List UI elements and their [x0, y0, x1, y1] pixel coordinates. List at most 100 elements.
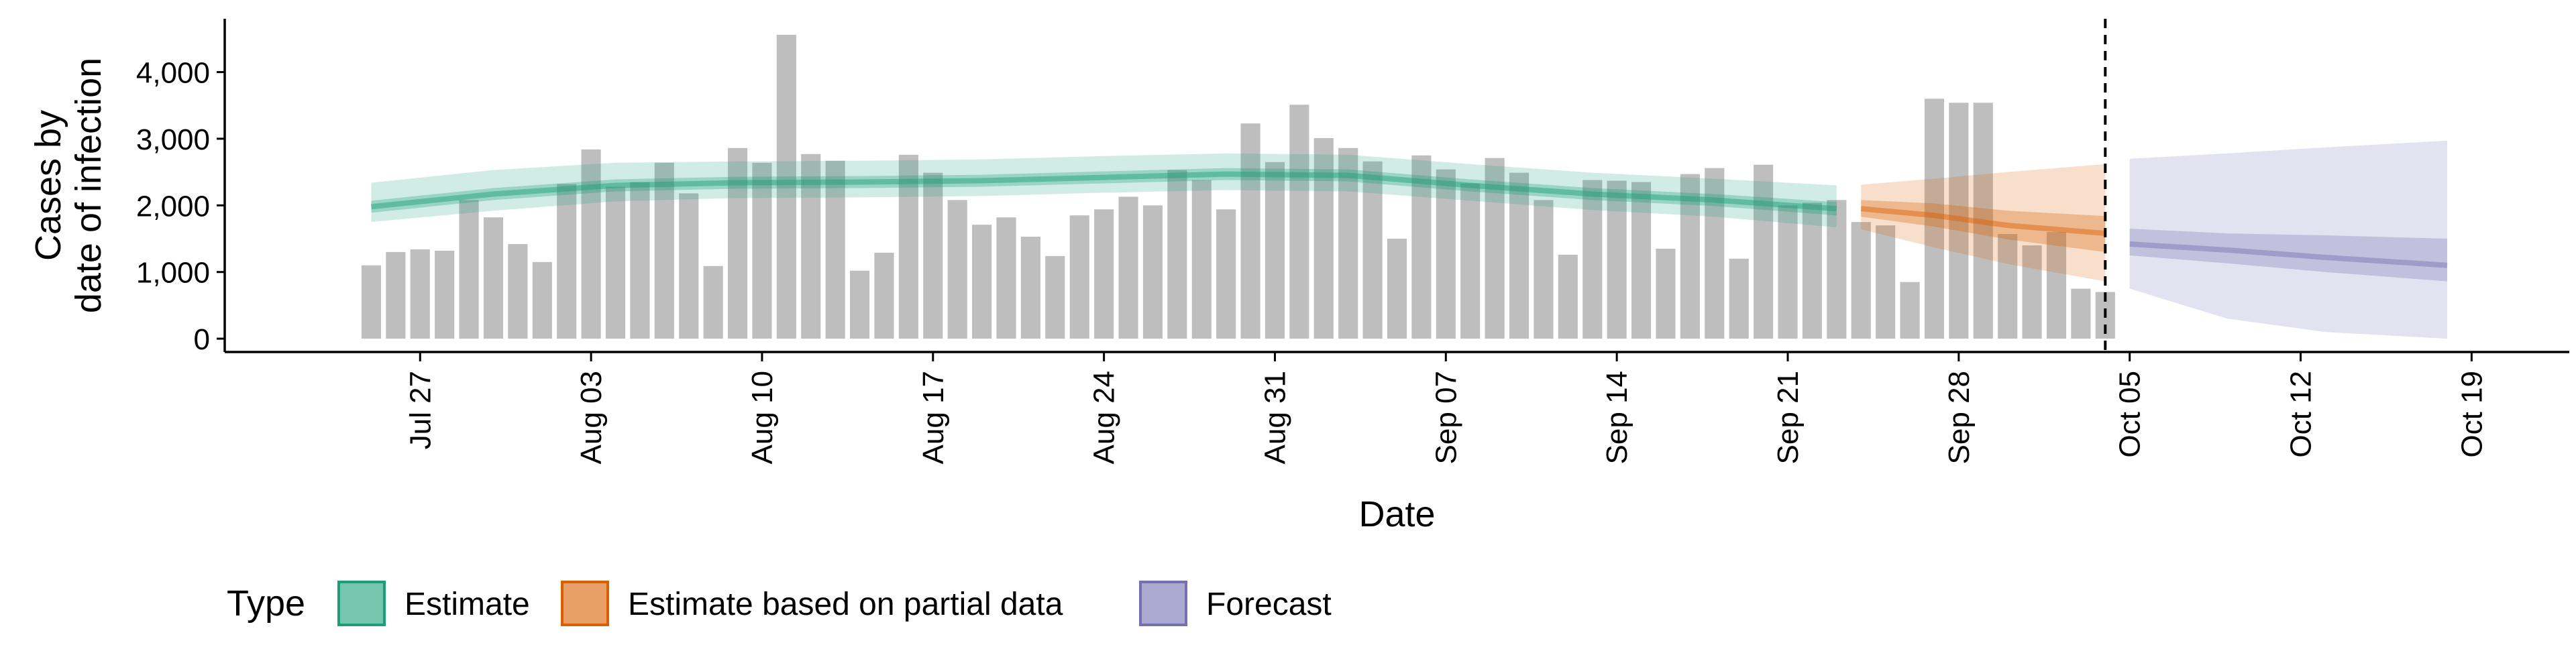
- data-bar: [2071, 288, 2091, 339]
- x-tick-label: Aug 31: [1258, 371, 1291, 464]
- data-bar: [2022, 245, 2042, 339]
- data-bar: [1094, 209, 1114, 339]
- data-bar: [1460, 183, 1481, 339]
- data-bar: [361, 265, 381, 339]
- y-tick-label: 0: [194, 323, 210, 356]
- x-tick-label: Sep 07: [1430, 371, 1462, 464]
- bars-layer: [361, 34, 2115, 339]
- data-bar: [1534, 200, 1554, 339]
- bands-layer: [371, 140, 2448, 339]
- data-bar: [1313, 137, 1334, 339]
- median-line-forecast: [2129, 241, 2448, 268]
- y-tick-label: 4,000: [136, 57, 210, 90]
- legend-label-estimate-based-on-partial-data: Estimate based on partial data: [628, 587, 1063, 622]
- legend: Type Estimate Estimate based on partial da…: [227, 581, 1332, 626]
- data-bar: [1680, 174, 1700, 339]
- band-outer-estimate: [371, 153, 1837, 228]
- data-bar: [435, 250, 455, 339]
- data-bar: [898, 154, 918, 339]
- data-bar: [1558, 254, 1578, 339]
- data-bar: [1240, 123, 1260, 339]
- data-bar: [1973, 103, 1993, 339]
- data-bar: [1411, 155, 1432, 339]
- data-bar: [459, 200, 479, 339]
- data-bar: [532, 261, 552, 339]
- data-bar: [1607, 180, 1627, 339]
- data-bar: [679, 193, 699, 339]
- data-bar: [1998, 234, 2018, 339]
- x-tick-label: Oct 05: [2114, 371, 2147, 458]
- data-bar: [410, 249, 430, 339]
- data-bar: [825, 160, 845, 339]
- y-tick-label: 3,000: [136, 123, 210, 156]
- x-tick-label: Aug 17: [917, 371, 950, 464]
- data-bar: [1167, 170, 1187, 339]
- data-bar: [703, 266, 723, 339]
- data-bar: [581, 149, 601, 339]
- median-line-estimate-based-on-partial-data: [1860, 206, 2106, 237]
- y-axis-title-line: Cases by: [28, 110, 68, 261]
- data-bar: [1362, 161, 1383, 339]
- data-bar: [1289, 105, 1309, 339]
- data-bar: [386, 251, 406, 339]
- band-inner-estimate: [371, 168, 1837, 216]
- data-bar: [1216, 209, 1236, 339]
- y-axis-title: Cases bydate of infection: [28, 58, 109, 313]
- data-bar: [1851, 222, 1871, 339]
- data-bar: [1900, 282, 1920, 339]
- data-bar: [1631, 182, 1652, 339]
- x-tick-label: Oct 12: [2285, 371, 2318, 458]
- data-bar: [972, 225, 992, 339]
- data-bar: [727, 148, 748, 339]
- data-bar: [996, 217, 1016, 339]
- data-bar: [1338, 148, 1358, 339]
- data-bar: [1754, 164, 1774, 339]
- data-bar: [1069, 215, 1089, 339]
- x-tick-label: Oct 19: [2455, 371, 2488, 458]
- data-bar: [654, 162, 674, 339]
- x-tick-label: Aug 03: [575, 371, 608, 464]
- median-line-estimate: [371, 171, 1837, 212]
- legend-swatch-estimate-based-on-partial-data: [561, 581, 609, 626]
- x-tick-label: Aug 10: [746, 371, 779, 464]
- data-bar: [1142, 205, 1163, 339]
- data-bar: [776, 34, 796, 339]
- data-bar: [1436, 169, 1456, 339]
- legend-swatch-estimate: [337, 581, 386, 626]
- data-bar: [2046, 232, 2067, 339]
- data-bar: [1045, 255, 1065, 339]
- x-tick-label: Sep 21: [1772, 371, 1805, 464]
- data-bar: [947, 200, 967, 339]
- legend-title: Type: [227, 583, 305, 624]
- data-bar: [1265, 162, 1285, 339]
- data-bar: [1778, 205, 1798, 339]
- data-bar: [1924, 99, 1944, 339]
- data-bar: [1020, 237, 1040, 339]
- x-tick-label: Jul 27: [404, 371, 437, 449]
- x-tick-label: Sep 14: [1601, 371, 1633, 464]
- data-bar: [923, 172, 943, 339]
- band-outer-forecast: [2129, 140, 2447, 339]
- data-bar: [1387, 239, 1407, 339]
- data-bar: [874, 252, 894, 339]
- y-axis-title-line: date of infection: [68, 58, 109, 313]
- data-bar: [752, 162, 772, 339]
- data-bar: [1656, 248, 1676, 339]
- data-bar: [605, 186, 626, 339]
- data-bar: [630, 182, 650, 339]
- data-bar: [1509, 172, 1529, 339]
- band-inner-estimate-based-on-partial-data: [1861, 200, 2106, 252]
- data-bar: [1949, 103, 1969, 339]
- data-bar: [1118, 196, 1138, 339]
- band-outer-estimate-based-on-partial-data: [1861, 164, 2106, 282]
- data-bar: [1802, 202, 1822, 339]
- data-bar: [801, 154, 821, 339]
- data-bar: [1876, 225, 1896, 339]
- data-bar: [508, 243, 528, 339]
- y-tick-label: 1,000: [136, 257, 210, 290]
- legend-label-forecast: Forecast: [1206, 587, 1332, 622]
- data-bar: [1827, 200, 1847, 339]
- data-bar: [850, 270, 870, 339]
